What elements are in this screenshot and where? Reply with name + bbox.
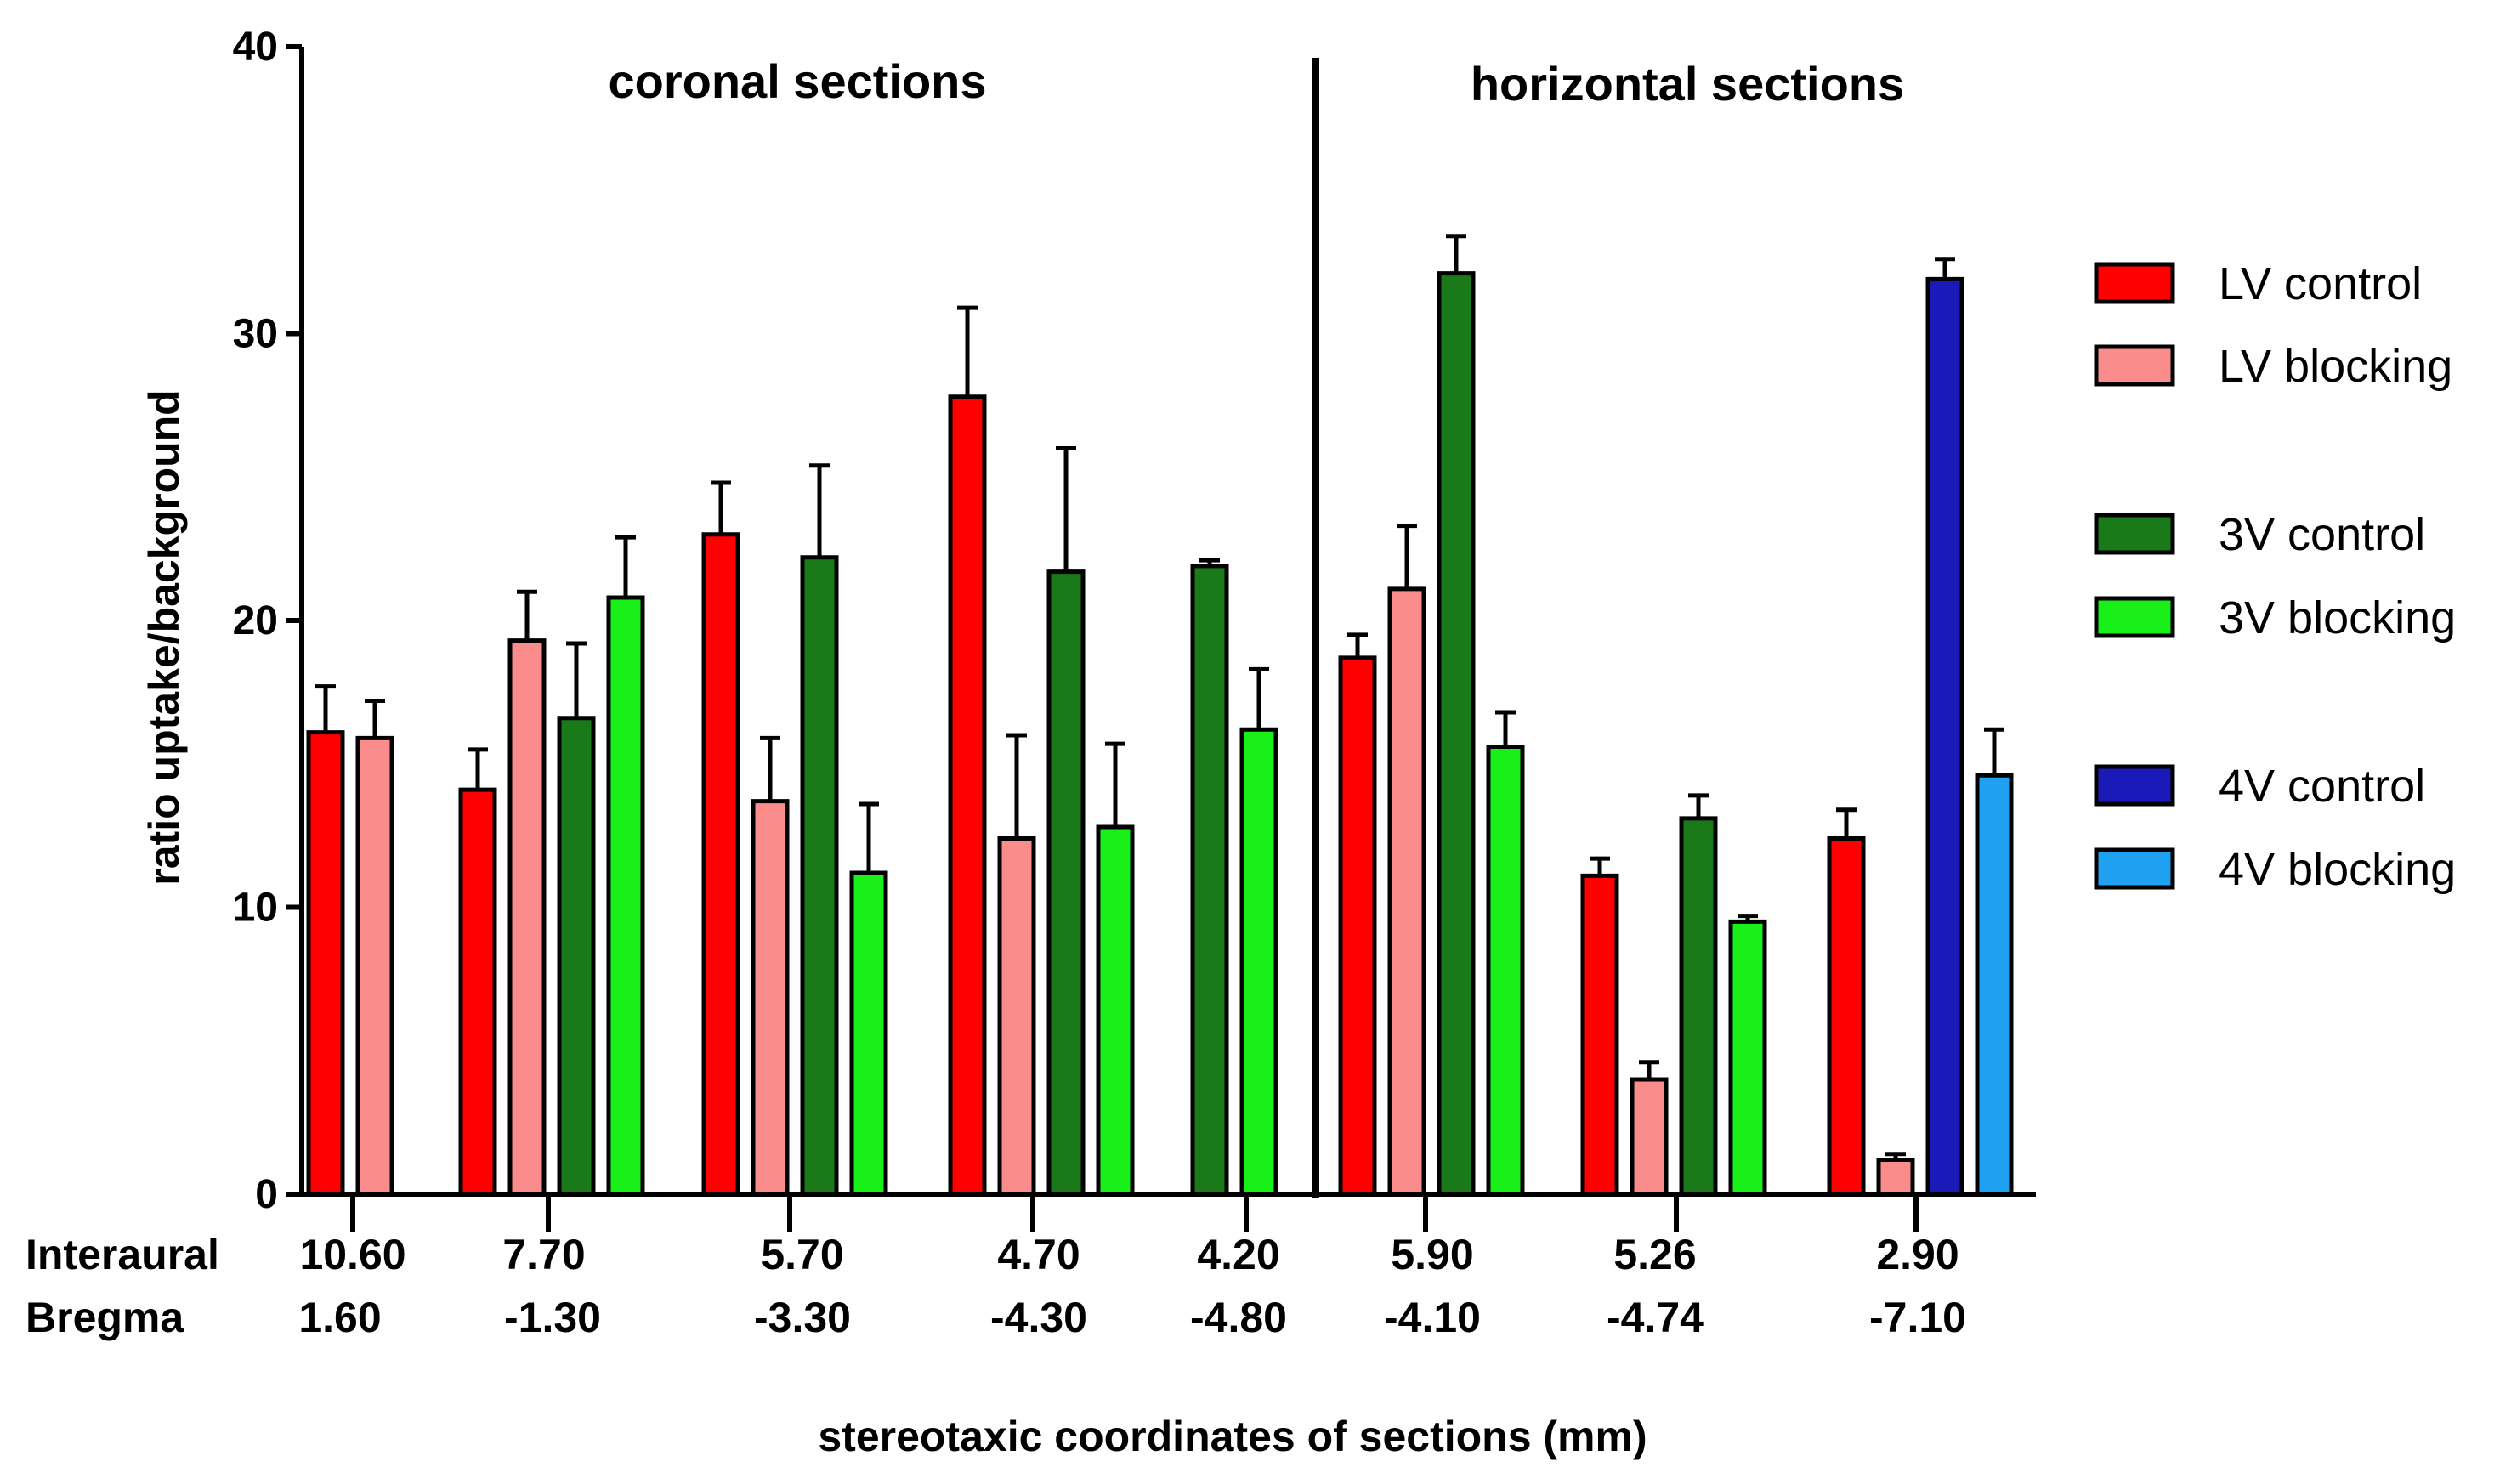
bar-3v-blocking <box>1486 745 1525 1197</box>
horizontal-section-title: horizontal sections <box>1471 57 1904 110</box>
bar-3v-control <box>1679 816 1718 1197</box>
y-tick-label: 40 <box>233 25 278 70</box>
y-tick-label: 0 <box>255 1172 278 1217</box>
legend-swatch-3v-control <box>2094 513 2175 555</box>
bar-3v-control <box>1437 271 1476 1197</box>
bar-lv-control <box>458 787 497 1197</box>
bar-lv-control <box>1338 655 1377 1197</box>
interaural-value: 4.70 <box>997 1231 1080 1278</box>
bar-3v-control <box>557 716 596 1197</box>
bregma-value: 1.60 <box>298 1294 381 1341</box>
legend-label-lv-blocking: LV blocking <box>2219 341 2452 392</box>
bar-lv-blocking <box>997 836 1036 1197</box>
legend-label-3v-blocking: 3V blocking <box>2219 592 2456 643</box>
bregma-value: -4.30 <box>990 1294 1087 1341</box>
bregma-value: -7.10 <box>1869 1294 1966 1341</box>
interaural-value: 7.70 <box>502 1231 585 1278</box>
bar-lv-blocking <box>1387 586 1426 1197</box>
legend-swatch-lv-blocking <box>2094 344 2175 387</box>
coronal-section-title: coronal sections <box>608 54 986 108</box>
bregma-value: -4.80 <box>1190 1294 1287 1341</box>
bar-lv-control <box>306 730 345 1197</box>
bregma-value: -3.30 <box>754 1294 851 1341</box>
bar-lv-blocking <box>507 638 547 1197</box>
bar-lv-blocking <box>751 799 790 1197</box>
interaural-value: 2.90 <box>1876 1231 1959 1278</box>
bar-lv-control <box>701 532 740 1197</box>
legend-label-lv-control: LV control <box>2219 258 2422 309</box>
x-axis-title: stereotaxic coordinates of sections (mm) <box>818 1413 1647 1460</box>
y-axis-title: ratio uptake/background <box>140 389 188 885</box>
bar-3v-control <box>1046 569 1086 1197</box>
interaural-value: 5.26 <box>1613 1231 1696 1278</box>
bar-lv-blocking <box>1630 1077 1669 1197</box>
bar-lv-blocking <box>355 735 394 1197</box>
legend-swatch-lv-control <box>2094 262 2175 304</box>
legend-swatch-3v-blocking <box>2094 596 2175 638</box>
bregma-row-label: Bregma <box>26 1294 184 1341</box>
y-tick-label: 10 <box>233 886 278 931</box>
bregma-value: -4.74 <box>1607 1294 1704 1341</box>
bregma-value: -1.30 <box>504 1294 601 1341</box>
legend-swatch-4v-control <box>2094 764 2175 807</box>
bar-4v-blocking <box>1975 773 2014 1197</box>
interaural-row-label: Interaural <box>26 1231 219 1278</box>
bar-lv-control <box>1580 873 1619 1197</box>
bregma-value: -4.10 <box>1384 1294 1481 1341</box>
legend-swatch-4v-blocking <box>2094 847 2175 890</box>
bar-3v-blocking <box>606 595 645 1197</box>
bar-lv-control <box>948 394 987 1197</box>
bar-3v-control <box>1190 564 1229 1197</box>
bar-lv-blocking <box>1876 1158 1915 1197</box>
legend-label-4v-blocking: 4V blocking <box>2219 844 2456 895</box>
y-tick-label: 30 <box>233 312 278 357</box>
bar-3v-blocking <box>849 870 888 1197</box>
interaural-value: 4.20 <box>1197 1231 1279 1278</box>
interaural-value: 5.70 <box>761 1231 843 1278</box>
bar-3v-blocking <box>1096 824 1135 1197</box>
legend-label-3v-control: 3V control <box>2219 509 2425 560</box>
bar-3v-blocking <box>1239 727 1278 1197</box>
interaural-value: 5.90 <box>1391 1231 1473 1278</box>
bar-4v-control <box>1925 276 1964 1197</box>
bar-lv-control <box>1827 836 1866 1197</box>
bar-3v-control <box>800 555 839 1197</box>
legend-label-4v-control: 4V control <box>2219 761 2425 812</box>
bar-3v-blocking <box>1728 919 1767 1197</box>
y-tick-label: 20 <box>233 598 278 643</box>
interaural-value: 10.60 <box>299 1231 405 1278</box>
